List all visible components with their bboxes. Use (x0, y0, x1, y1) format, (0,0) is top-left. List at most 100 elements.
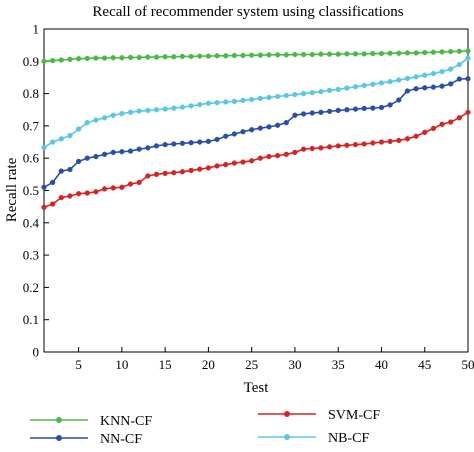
data-point-nn-cf (274, 122, 281, 128)
data-point-nn-cf (240, 129, 246, 135)
data-point-svm-cf (249, 158, 255, 164)
data-point-nb-cf (318, 89, 324, 95)
x-tick-label: 5 (75, 357, 82, 372)
data-point-knn-cf (214, 53, 220, 59)
data-point-nn-cf (171, 141, 177, 147)
data-point-nb-cf (309, 89, 315, 96)
data-point-svm-cf (84, 190, 90, 196)
data-point-nn-cf (93, 153, 99, 160)
data-point-knn-cf (205, 53, 212, 59)
data-point-svm-cf (309, 145, 315, 152)
data-point-nn-cf (41, 184, 47, 190)
data-point-nb-cf (266, 94, 272, 101)
data-point-nn-cf (404, 88, 411, 94)
y-tick-label: 0.5 (23, 183, 39, 198)
series-nb-cf (41, 55, 471, 151)
data-point-knn-cf (318, 51, 324, 57)
data-point-nn-cf (283, 120, 289, 126)
data-point-nb-cf (448, 66, 454, 72)
data-point-nn-cf (456, 76, 462, 82)
data-point-svm-cf (240, 159, 246, 165)
data-point-knn-cf (67, 56, 73, 63)
series-nn-cf (41, 76, 471, 190)
data-point-knn-cf (93, 55, 99, 61)
data-point-svm-cf (266, 153, 272, 160)
data-point-svm-cf (127, 181, 134, 187)
data-point-nn-cf (378, 104, 385, 111)
x-axis-label: Test (244, 380, 270, 396)
data-point-nn-cf (439, 83, 445, 89)
data-point-svm-cf (205, 165, 212, 171)
data-point-nb-cf (283, 92, 289, 99)
data-point-nb-cf (75, 126, 82, 132)
data-point-nn-cf (119, 149, 125, 155)
data-point-knn-cf (266, 52, 272, 58)
data-point-knn-cf (127, 54, 134, 61)
data-point-knn-cf (231, 52, 238, 59)
legend-swatch-marker (56, 417, 62, 423)
data-point-knn-cf (249, 52, 255, 58)
y-tick-label: 0.3 (23, 248, 39, 263)
data-point-nn-cf (352, 106, 359, 112)
legend-item-nb-cf: NB-CF (258, 431, 369, 446)
data-point-knn-cf (84, 55, 90, 62)
x-tick-label: 35 (332, 357, 345, 372)
data-point-nn-cf (50, 179, 56, 186)
data-point-nn-cf (292, 112, 298, 118)
legend-label: NN-CF (100, 432, 142, 447)
data-point-nn-cf (300, 111, 307, 117)
x-tick-label: 10 (115, 357, 128, 372)
data-point-nn-cf (197, 139, 203, 145)
series-line-nn-cf (43, 77, 469, 188)
data-point-svm-cf (145, 173, 151, 179)
data-point-svm-cf (370, 140, 376, 146)
series-line-knn-cf (43, 50, 469, 63)
data-point-knn-cf (283, 52, 289, 58)
legend-swatch-marker (56, 435, 62, 441)
data-point-nn-cf (136, 146, 142, 152)
data-point-knn-cf (257, 52, 263, 58)
data-point-svm-cf (67, 193, 73, 199)
data-point-nb-cf (430, 70, 437, 77)
data-point-nb-cf (136, 108, 142, 114)
legend-label: NB-CF (328, 431, 369, 446)
data-point-nb-cf (127, 109, 134, 115)
data-point-knn-cf (136, 54, 142, 61)
data-point-nb-cf (84, 120, 90, 126)
data-point-nn-cf (257, 125, 263, 131)
data-point-svm-cf (50, 201, 56, 207)
data-point-nn-cf (413, 86, 419, 92)
data-point-knn-cf (300, 51, 307, 58)
data-point-svm-cf (465, 109, 471, 115)
data-point-knn-cf (396, 50, 402, 56)
data-point-knn-cf (179, 53, 186, 60)
data-point-svm-cf (413, 133, 419, 139)
data-point-nn-cf (335, 107, 341, 114)
data-point-nb-cf (249, 96, 255, 103)
data-point-svm-cf (396, 137, 402, 144)
data-point-nn-cf (58, 168, 64, 174)
data-point-nb-cf (41, 144, 47, 151)
data-point-knn-cf (404, 50, 411, 56)
data-point-svm-cf (439, 121, 445, 127)
data-point-knn-cf (171, 54, 177, 60)
data-point-svm-cf (326, 144, 333, 150)
data-point-nn-cf (188, 140, 194, 146)
data-point-nn-cf (396, 97, 402, 103)
data-point-knn-cf (153, 54, 160, 60)
data-point-nb-cf (344, 85, 350, 91)
data-point-knn-cf (274, 52, 281, 58)
data-point-nn-cf (231, 131, 238, 137)
data-point-svm-cf (257, 155, 263, 161)
data-point-nb-cf (162, 106, 168, 112)
data-point-knn-cf (326, 51, 333, 57)
x-tick-label: 15 (159, 357, 172, 372)
data-point-nn-cf (465, 76, 471, 82)
x-tick-label: 45 (418, 357, 431, 372)
x-tick-label: 30 (288, 357, 301, 372)
data-point-svm-cf (448, 119, 454, 125)
data-point-svm-cf (58, 194, 64, 201)
data-point-nn-cf (309, 110, 315, 116)
data-point-svm-cf (153, 171, 160, 178)
data-point-nb-cf (110, 112, 116, 118)
